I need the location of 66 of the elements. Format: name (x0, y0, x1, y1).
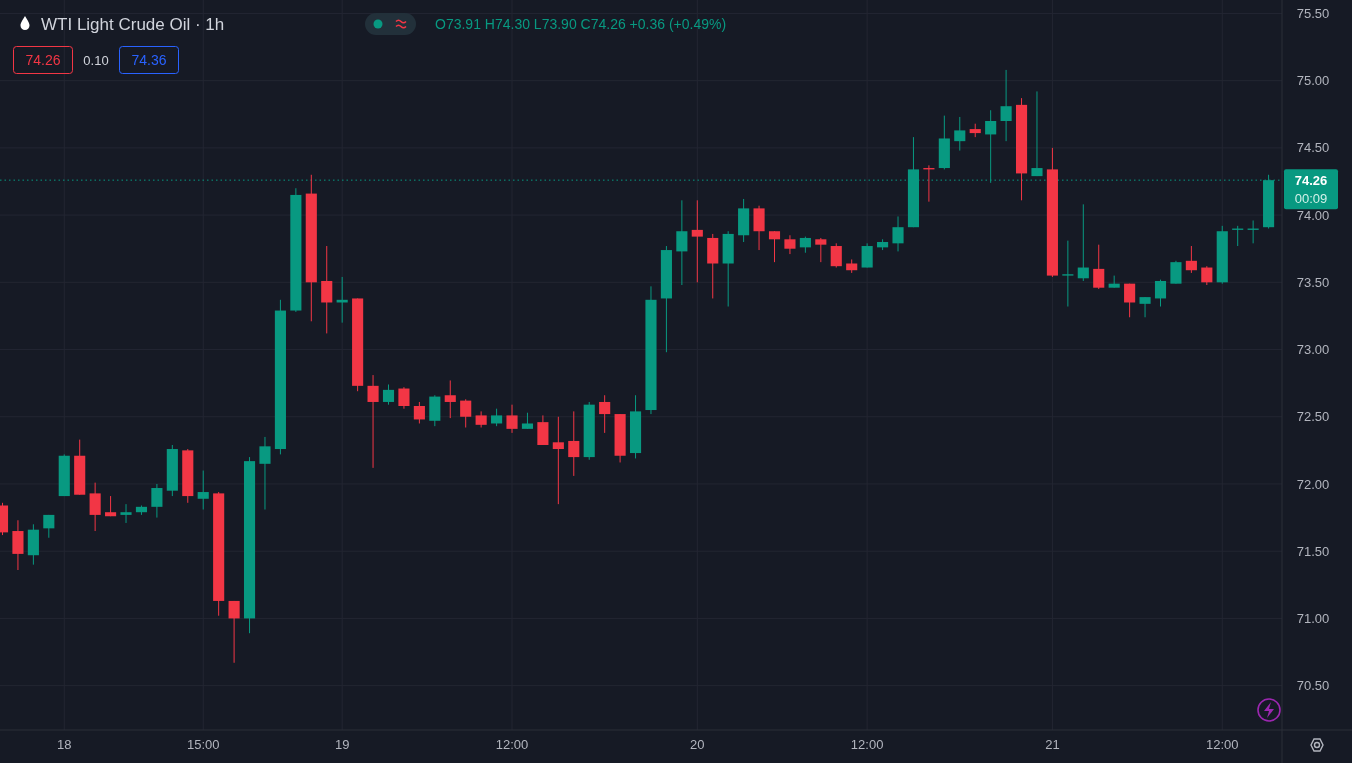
candlestick (954, 116, 966, 152)
y-tick-label: 73.00 (1296, 342, 1330, 358)
x-tick-label: 19 (334, 737, 350, 752)
candlestick (1185, 245, 1197, 274)
candlestick (89, 482, 101, 532)
candlestick (892, 215, 904, 252)
y-tick-label: 75.50 (1296, 5, 1330, 21)
x-tick-label: 20 (690, 737, 705, 752)
candlestick (367, 374, 379, 469)
candlestick (1124, 283, 1136, 318)
annotation: O73.91 H74.30 L73.90 C74.26 +0.36 (+0.49%) (435, 16, 727, 32)
y-tick-label: 73.50 (1296, 274, 1330, 290)
text: WTI Light Crude Oil · 1h (41, 15, 225, 34)
x-tick-label: 18 (57, 737, 72, 752)
annotation: 74.36 (131, 51, 167, 68)
candlestick (197, 470, 209, 511)
candlestick (1093, 244, 1105, 290)
candlestick (1062, 240, 1074, 308)
candlestick (1154, 279, 1167, 308)
candlestick (1139, 296, 1151, 318)
candlestick (1201, 265, 1213, 286)
y-tick-label: 72.00 (1296, 476, 1330, 492)
candlestick (120, 503, 132, 524)
candlestick (537, 414, 549, 446)
ref-line-label: 74.26 (1294, 172, 1328, 188)
y-tick-label: 75.00 (1296, 73, 1330, 89)
candlestick (444, 379, 456, 419)
y-tick-label: 72.50 (1296, 409, 1330, 425)
candlestick (768, 230, 781, 263)
candlestick (753, 205, 765, 251)
y-tick-label: 74.50 (1296, 140, 1330, 156)
candlestick (861, 242, 873, 269)
candlestick (1000, 69, 1012, 142)
y-tick-label: 71.50 (1296, 543, 1330, 559)
candlestick (12, 519, 24, 571)
annotation: 0.10 (83, 52, 109, 68)
candlestick (599, 394, 611, 434)
x-tick-label: 12:00 (1205, 737, 1239, 752)
candlestick (228, 600, 240, 664)
x-tick-label: 12:00 (850, 737, 884, 752)
candlestick (506, 404, 518, 434)
x-tick-label: 21 (1045, 737, 1060, 752)
candlestick (151, 483, 163, 519)
y-tick-label: 74.00 (1296, 207, 1330, 223)
candlestick (830, 242, 842, 269)
x-tick-label: 15:00 (186, 737, 220, 752)
candlestick (691, 199, 703, 283)
candlestick (382, 383, 395, 406)
candlestick (398, 386, 410, 410)
candlestick (259, 436, 271, 511)
y-tick-label: 70.50 (1296, 678, 1330, 694)
candlestick (568, 410, 580, 477)
candlestick (676, 199, 688, 286)
candlestick (1031, 90, 1043, 177)
candlestick (1077, 203, 1089, 282)
candlestick (413, 401, 425, 424)
text: 00:09 (1294, 190, 1328, 206)
candlestick (815, 237, 827, 263)
candlestick (321, 245, 333, 334)
candlestick (1170, 260, 1182, 285)
x-tick-label: 12:00 (495, 737, 529, 752)
y-tick-label: 71.00 (1296, 610, 1330, 626)
candlestick (784, 234, 796, 255)
candlestick (460, 398, 472, 429)
candlestick (552, 416, 564, 505)
annotation: 74.26 (25, 51, 61, 68)
